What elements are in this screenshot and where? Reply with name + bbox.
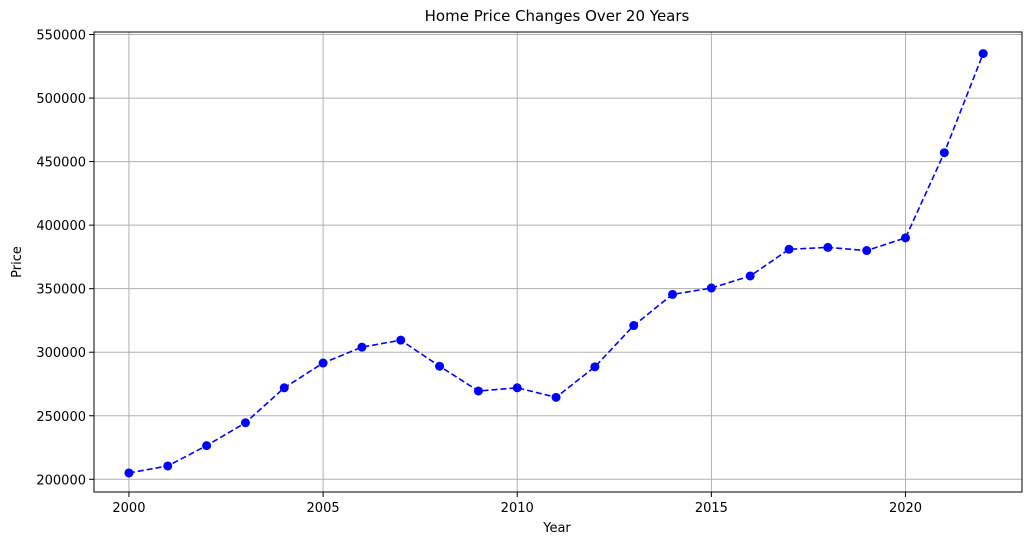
data-point (124, 468, 134, 478)
data-point (745, 271, 755, 281)
data-point (823, 242, 833, 252)
data-point (396, 335, 406, 345)
data-point (163, 461, 173, 471)
data-point (706, 283, 716, 293)
y-tick-label: 250000 (36, 410, 86, 425)
y-tick-label: 550000 (36, 29, 86, 44)
series-layer (124, 49, 988, 478)
x-tick-label: 2010 (501, 501, 534, 516)
data-point (512, 383, 522, 393)
y-tick-label: 200000 (36, 473, 86, 488)
y-tick-label: 500000 (36, 92, 86, 107)
x-tick-label: 2005 (307, 501, 340, 516)
y-tick-label: 350000 (36, 283, 86, 298)
data-point (357, 342, 367, 352)
data-point (939, 148, 949, 158)
x-tick-label: 2020 (889, 501, 922, 516)
x-axis-label: Year (542, 521, 571, 536)
data-point (590, 362, 600, 372)
y-axis: 200000 250000 300000 350000 400000 450000 5000… (36, 29, 94, 488)
grid (94, 32, 1022, 492)
data-point (279, 383, 289, 393)
data-point (240, 418, 250, 428)
data-point (784, 244, 794, 254)
y-tick-label: 300000 (36, 346, 86, 361)
data-point (473, 386, 483, 396)
x-axis: 2000 2005 2010 2015 2020 (112, 492, 922, 516)
data-point (551, 392, 561, 402)
data-point (862, 246, 872, 256)
data-point (629, 321, 639, 331)
data-point (318, 358, 328, 368)
plot-frame (93, 31, 1023, 493)
chart-title: Home Price Changes Over 20 Years (425, 7, 690, 25)
data-point (901, 233, 911, 243)
y-tick-label: 400000 (36, 219, 86, 234)
data-point (202, 441, 212, 451)
y-tick-label: 450000 (36, 156, 86, 171)
x-tick-label: 2015 (695, 501, 728, 516)
data-point (668, 289, 678, 299)
data-point (435, 361, 445, 371)
x-tick-label: 2000 (112, 501, 145, 516)
data-point (978, 49, 988, 59)
series-line (128, 53, 984, 474)
y-axis-label: Price (10, 246, 25, 278)
